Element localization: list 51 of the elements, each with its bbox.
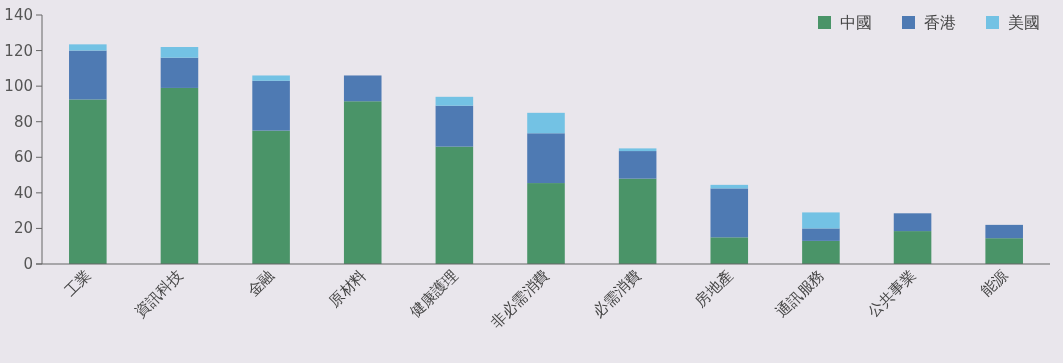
x-tick-label: 資訊科技 [131, 266, 187, 322]
y-tick-label: 60 [13, 148, 33, 167]
bar [160, 57, 199, 88]
bar [527, 183, 565, 264]
bar [802, 228, 840, 241]
y-tick-label: 20 [13, 219, 33, 238]
legend-label: 香港 [924, 13, 956, 32]
bar [893, 231, 932, 264]
bar [252, 130, 290, 264]
x-tick-label: 金融 [243, 266, 278, 301]
legend-label: 中國 [840, 13, 872, 32]
bar [618, 148, 657, 152]
y-tick-label: 120 [4, 41, 33, 60]
x-tick-label: 公共事業 [864, 266, 920, 322]
bar [802, 212, 840, 229]
y-tick-label: 100 [4, 77, 33, 96]
bar [985, 224, 1023, 239]
bar [160, 87, 199, 264]
bar [527, 133, 565, 184]
y-tick-label: 80 [13, 112, 33, 131]
bar [160, 47, 199, 58]
x-tick-label: 非必需消費 [487, 266, 553, 332]
bar [893, 213, 932, 232]
y-tick-label: 140 [4, 6, 33, 24]
x-tick-label: 能源 [977, 266, 1012, 301]
y-tick-label: 0 [23, 255, 33, 273]
bar [252, 75, 290, 81]
x-tick-label: 工業 [60, 266, 95, 301]
bar [69, 44, 107, 51]
bar [618, 151, 657, 179]
x-tick-label: 房地產 [691, 266, 737, 311]
x-tick-label: 健康護理 [406, 266, 462, 322]
bar [527, 112, 565, 134]
bar [69, 99, 107, 264]
bar [435, 96, 474, 106]
x-tick-label: 原材料 [325, 266, 370, 311]
bar [985, 238, 1023, 264]
bar [802, 240, 840, 264]
legend-label: 美國 [1008, 13, 1040, 32]
bar [618, 178, 657, 264]
x-tick-label: 通訊服務 [772, 266, 828, 322]
bar [710, 188, 749, 238]
bar [710, 237, 749, 264]
bar [343, 101, 382, 264]
bar [343, 75, 382, 102]
bar [69, 50, 107, 100]
bar [435, 146, 474, 264]
y-tick-label: 40 [13, 183, 33, 202]
bar [252, 80, 290, 131]
x-tick-label: 必需消費 [589, 266, 645, 322]
bar [435, 105, 474, 147]
